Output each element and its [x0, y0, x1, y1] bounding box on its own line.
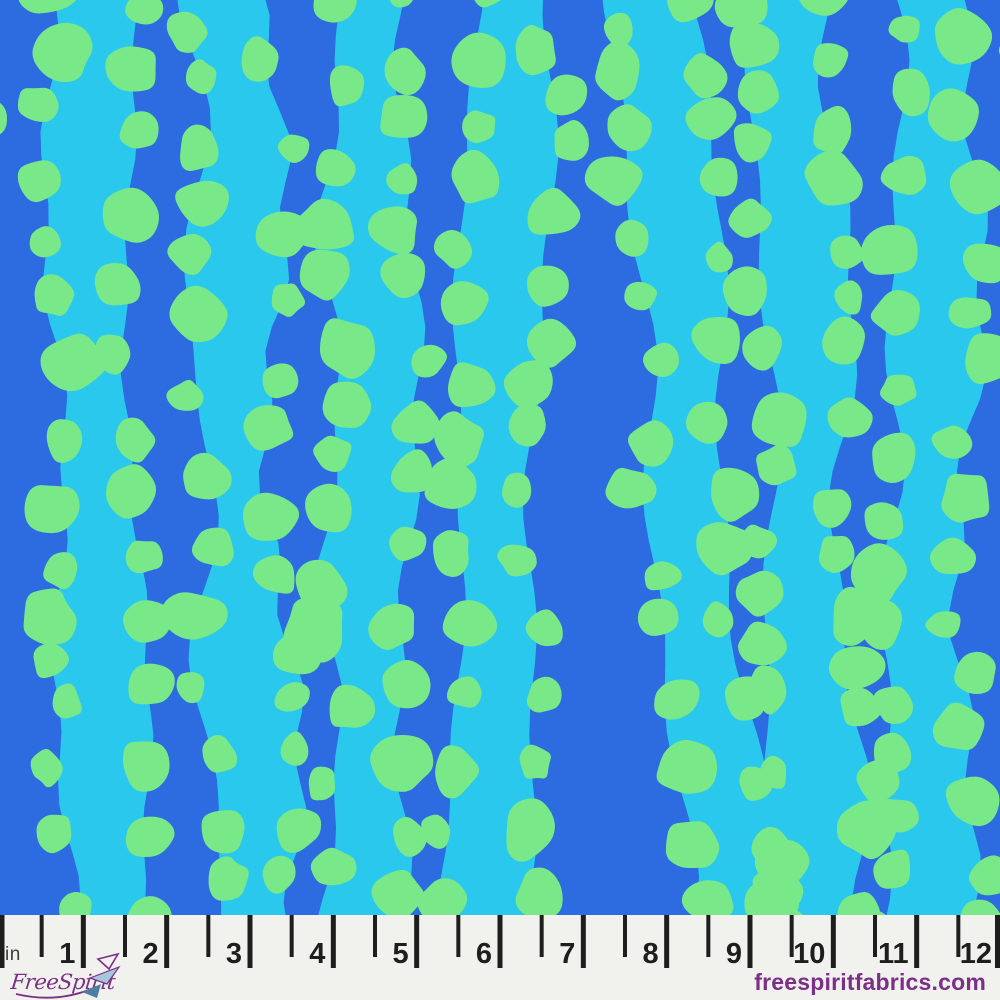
ruler-number: 11 — [878, 938, 909, 970]
ruler-number: 12 — [960, 938, 992, 970]
freespirit-logo: FreeSpirit — [10, 952, 121, 999]
ruler-number: 10 — [793, 938, 825, 970]
website-text: freespiritfabrics.com — [754, 969, 986, 995]
inch-ruler: 1 2 3 4 5 6 7 8 9 10 11 12 in freespiritfabrics.com — [0, 915, 1000, 1000]
green-dots — [0, 0, 1000, 915]
ruler-number: 6 — [476, 938, 492, 970]
ruler-number: 9 — [726, 938, 742, 970]
ruler-number: 1 — [59, 938, 75, 970]
fabric-pattern — [0, 0, 1000, 915]
ruler-unit-label: in — [5, 944, 21, 965]
ruler-ticks-and-numbers: 1 2 3 4 5 6 7 8 9 10 11 12 — [0, 915, 1000, 970]
paper-plane-icon-top — [96, 952, 120, 971]
ruler-number: 3 — [226, 938, 242, 970]
ruler-number: 4 — [309, 938, 325, 970]
paper-plane-icon-middle — [88, 965, 121, 985]
ruler-number: 8 — [643, 938, 659, 970]
ruler-number: 7 — [559, 938, 575, 970]
paper-plane-icon-bottom — [82, 984, 101, 998]
ruler-number: 2 — [143, 938, 159, 970]
ruler-number: 5 — [393, 938, 409, 970]
